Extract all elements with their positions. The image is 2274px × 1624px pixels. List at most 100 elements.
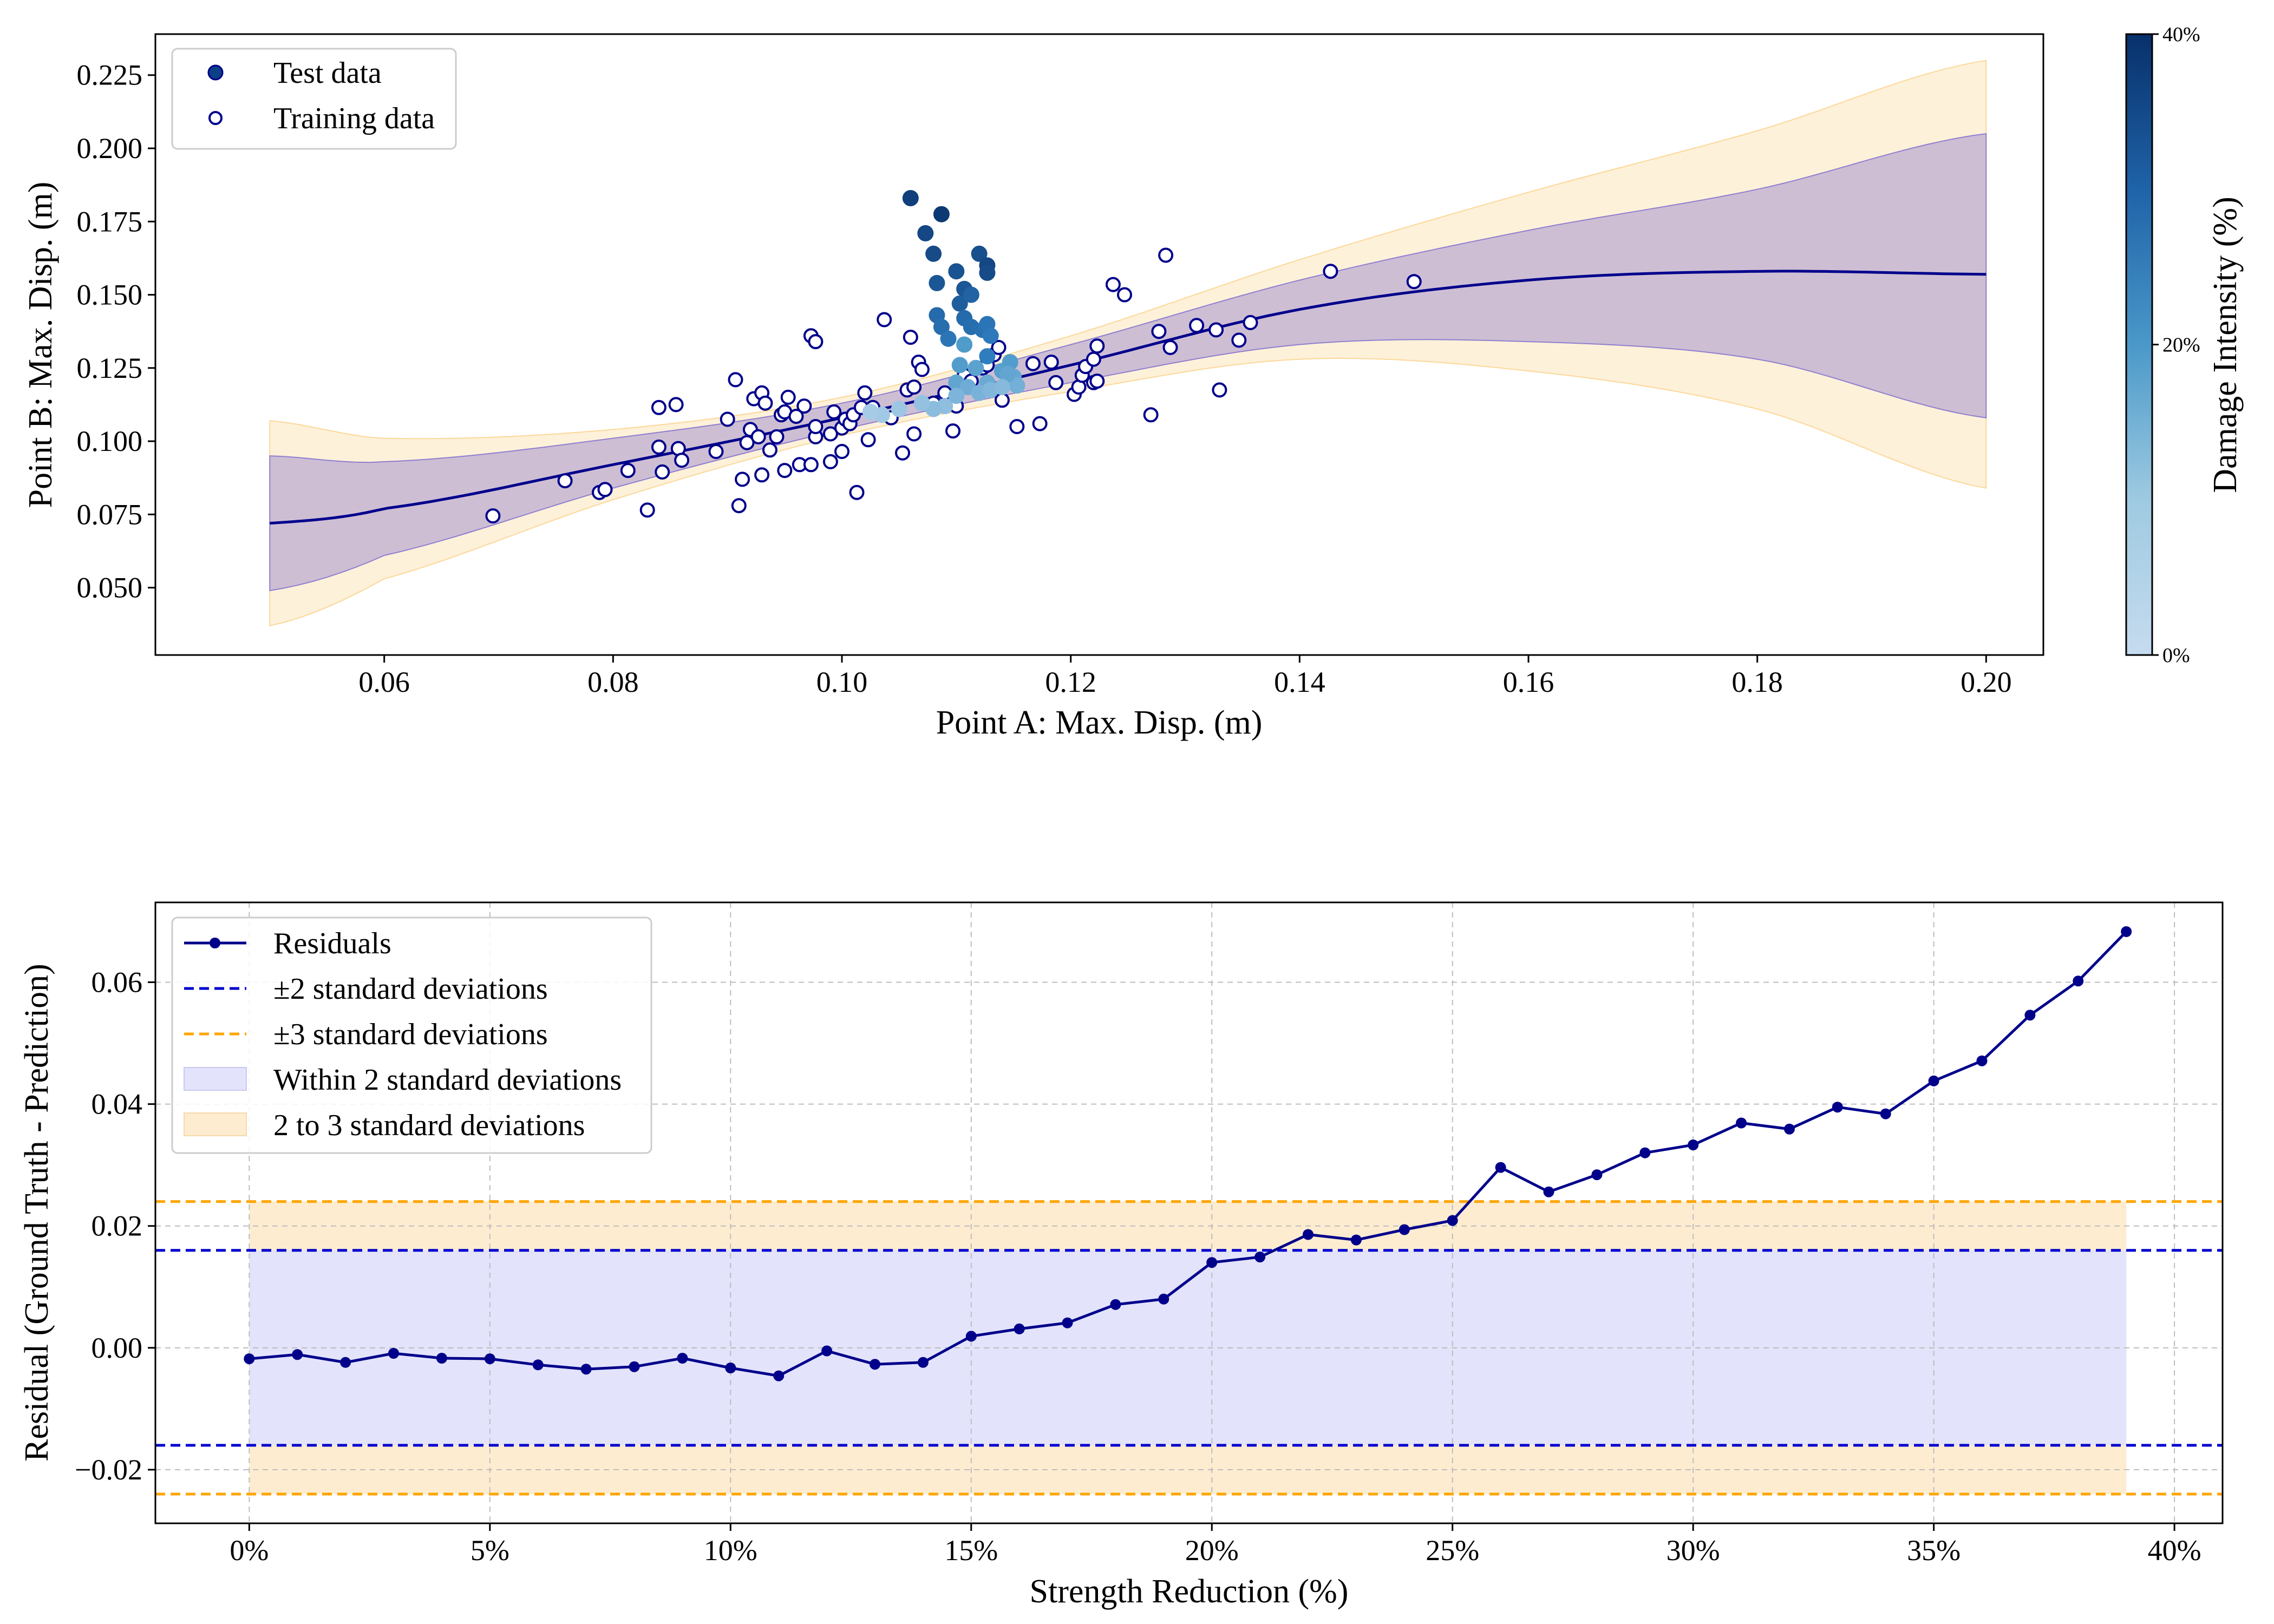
residual-chart: 0% 5% 10% 15% 20% 25% 30% 35% 40% −0.02 0.00 0.02 0… — [18, 901, 2224, 1610]
x-tick-label: 0.06 — [358, 666, 410, 698]
legend-training-label: Training data — [273, 102, 435, 135]
training-point — [860, 432, 876, 448]
plot-frame-2 — [154, 901, 2224, 1524]
x-tick-label: 30% — [1667, 1534, 1720, 1567]
legend-residuals-label: Residuals — [273, 927, 391, 960]
residual-point — [436, 1353, 447, 1364]
legend-within2-label: Within 2 standard deviations — [273, 1063, 622, 1097]
residual-point — [1254, 1252, 1266, 1263]
residual-point — [1399, 1224, 1410, 1235]
test-point — [971, 245, 988, 262]
training-point — [834, 444, 850, 459]
training-point — [1105, 277, 1121, 292]
test-point — [917, 225, 934, 241]
training-point — [1089, 338, 1105, 354]
test-point — [956, 336, 973, 353]
test-point — [933, 206, 950, 222]
test-point — [982, 328, 999, 344]
training-point — [1208, 322, 1224, 338]
training-point — [857, 385, 873, 401]
training-point — [639, 502, 655, 518]
test-point — [968, 359, 984, 376]
residual-point — [773, 1370, 785, 1381]
x-axis-ticks-2: 0% 5% 10% 15% 20% 25% 30% 35% 40% — [230, 1523, 2201, 1567]
training-point — [945, 423, 960, 439]
training-point — [620, 463, 636, 479]
y-axis-ticks: 0.050 0.075 0.100 0.125 0.150 0.175 0.200 0.225 — [77, 59, 155, 604]
mean-curve — [270, 270, 1987, 525]
training-point — [655, 464, 670, 480]
training-point — [1048, 375, 1064, 390]
training-point — [731, 498, 747, 514]
residual-point — [244, 1353, 255, 1365]
y-tick-label: 0.02 — [92, 1210, 143, 1242]
legend-residuals-marker — [210, 938, 220, 948]
x-tick-label: 40% — [2148, 1534, 2201, 1567]
training-point — [877, 312, 892, 328]
y-tick-label: 0.100 — [77, 425, 143, 457]
training-point — [757, 395, 773, 411]
x-tick-label: 0.08 — [587, 666, 639, 698]
residual-point — [1447, 1215, 1458, 1226]
y-tick-label: 0.04 — [92, 1088, 143, 1121]
residual-point — [1928, 1075, 1939, 1086]
colorbar-tick-label: 20% — [2162, 334, 2200, 357]
x-tick-label: 0.10 — [816, 666, 868, 698]
x-tick-label: 35% — [1907, 1534, 1961, 1567]
training-point — [1406, 274, 1422, 290]
legend-within2-patch — [184, 1067, 247, 1091]
y-tick-label: 0.050 — [77, 572, 143, 604]
x-tick-label: 0.20 — [1961, 666, 2012, 698]
legend-2: Residuals ±2 standard deviations ±3 stan… — [171, 916, 652, 1154]
training-point — [808, 419, 824, 434]
training-point — [914, 362, 930, 377]
training-point — [803, 457, 819, 473]
residual-point — [965, 1331, 977, 1342]
training-point — [849, 484, 865, 500]
x-tick-label: 0.16 — [1503, 666, 1554, 698]
training-point — [1143, 407, 1159, 423]
residual-point — [1206, 1257, 1218, 1268]
training-point — [668, 397, 684, 412]
legend-box-2 — [171, 916, 652, 1154]
training-point — [994, 392, 1010, 408]
residual-point — [1688, 1140, 1699, 1150]
y-tick-label: 0.225 — [77, 59, 143, 91]
residual-point — [580, 1364, 592, 1375]
residual-point — [1736, 1117, 1747, 1129]
scatter-chart: 0.06 0.08 0.10 0.12 0.14 0.16 0.18 0.20 0.0500.… — [22, 23, 2244, 741]
residual-point — [1350, 1234, 1362, 1246]
y-axis-label-2: Residual (Ground Truth - Prediction) — [18, 964, 55, 1462]
training-point — [720, 411, 735, 427]
x-tick-label: 0.18 — [1731, 666, 1783, 698]
residual-point — [1110, 1299, 1121, 1310]
training-point — [906, 379, 922, 395]
training-point — [1089, 374, 1105, 389]
legend-box — [171, 48, 457, 150]
x-axis-ticks: 0.06 0.08 0.10 0.12 0.14 0.16 0.18 0.20 — [358, 655, 2012, 698]
training-point — [485, 508, 501, 523]
x-tick-label: 5% — [471, 1534, 509, 1567]
residuals-line — [249, 931, 2127, 1378]
training-point — [1231, 332, 1247, 348]
grid-lines — [155, 902, 2223, 1523]
residual-point — [821, 1345, 833, 1357]
training-point — [1243, 315, 1258, 330]
y-axis-ticks-2: −0.02 0.00 0.02 0.04 0.06 — [75, 966, 155, 1486]
training-point — [1162, 339, 1178, 355]
training-point — [769, 429, 785, 444]
training-point — [1032, 416, 1048, 431]
training-point — [796, 398, 812, 414]
residual-point — [2121, 926, 2132, 937]
x-tick-label: 25% — [1426, 1534, 1479, 1567]
residual-point — [1880, 1108, 1891, 1119]
x-tick-label: 0% — [230, 1534, 269, 1567]
residual-point — [1495, 1162, 1506, 1173]
test-point — [994, 379, 1010, 395]
x-axis-label: Point A: Max. Disp. (m) — [936, 704, 1263, 741]
test-point — [940, 330, 957, 347]
training-point — [826, 404, 842, 420]
legend: Test data Training data — [171, 48, 457, 150]
colorbar-ticks: 0% 20% 40% — [2152, 23, 2200, 667]
